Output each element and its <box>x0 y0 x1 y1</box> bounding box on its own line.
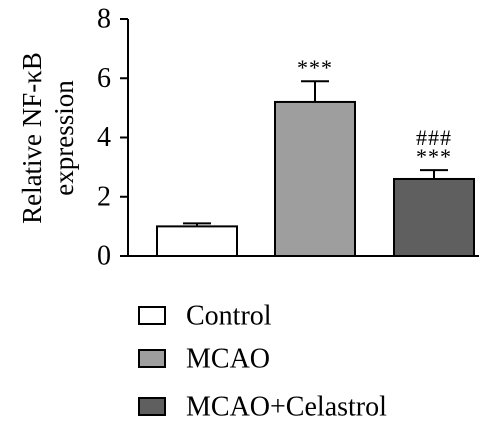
y-tick-label: 6 <box>97 63 111 94</box>
bar-control <box>156 225 238 257</box>
y-axis-title: Relative NF-κB <box>17 52 47 224</box>
significance-mark: *** <box>416 144 452 169</box>
legend-label: MCAO+Celastrol <box>186 392 387 423</box>
y-tick-label: 0 <box>97 241 111 272</box>
legend-label: Control <box>186 301 272 332</box>
bar-mcao <box>274 100 356 257</box>
legend-swatch <box>138 306 166 325</box>
y-tick-label: 4 <box>97 122 111 153</box>
y-tick-label: 2 <box>97 181 111 212</box>
legend-swatch <box>138 349 166 368</box>
y-axis-title: expression <box>49 80 79 196</box>
significance-mark: ### <box>416 125 452 150</box>
bar-mcao-celastrol <box>393 177 475 258</box>
legend-swatch <box>138 397 166 416</box>
y-tick-label: 8 <box>97 4 111 35</box>
significance-mark: *** <box>297 55 333 80</box>
legend-label: MCAO <box>186 344 270 375</box>
